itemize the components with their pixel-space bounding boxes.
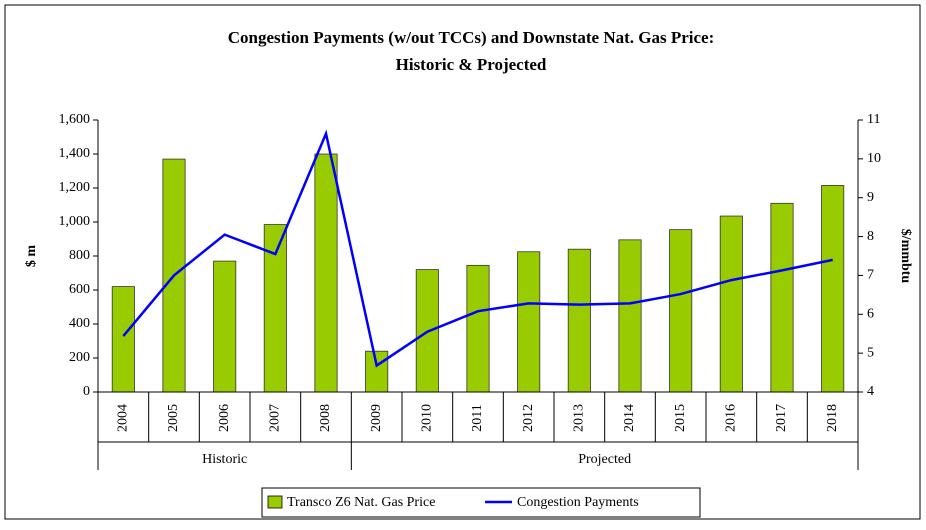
bar (567, 248, 591, 393)
y2-tick-label: 6 (867, 307, 874, 322)
chart-subtitle: Historic & Projected (396, 55, 547, 74)
x-tick-label: 2007 (268, 404, 283, 432)
bar (821, 185, 845, 393)
y-tick-label: 200 (69, 350, 90, 365)
x-tick-label: 2018 (825, 404, 840, 432)
y-tick-label: 800 (69, 248, 90, 263)
y2-tick-label: 8 (867, 229, 874, 244)
legend-label: Congestion Payments (517, 495, 639, 510)
y-tick-label: 1,600 (59, 112, 91, 127)
x-tick-label: 2016 (724, 404, 739, 432)
y2-tick-label: 5 (867, 345, 874, 360)
x-tick-label: 2011 (470, 404, 485, 431)
bar (111, 286, 135, 393)
group-label: Historic (202, 452, 247, 467)
y-axis-title: $ m (24, 245, 39, 268)
bar (365, 350, 389, 393)
group-label: Projected (578, 452, 631, 467)
y-tick-label: 400 (69, 316, 90, 331)
x-tick-label: 2017 (774, 404, 789, 432)
bar (669, 229, 693, 393)
line (122, 129, 833, 368)
y2-tick-label: 11 (867, 112, 880, 127)
bar (770, 202, 794, 393)
x-tick-label: 2005 (166, 404, 181, 432)
bar (213, 260, 237, 393)
x-tick-label: 2009 (369, 404, 384, 432)
y2-tick-label: 4 (867, 384, 874, 399)
y-tick-label: 1,200 (59, 180, 91, 195)
bar (263, 224, 287, 393)
y-tick-label: 1,000 (59, 214, 91, 229)
bar (517, 251, 541, 393)
y2-tick-label: 10 (867, 151, 881, 166)
bar (466, 264, 490, 393)
x-tick-label: 2015 (673, 404, 688, 432)
legend-label: Transco Z6 Nat. Gas Price (287, 495, 435, 510)
x-tick-label: 2008 (318, 404, 333, 432)
y2-tick-label: 7 (867, 268, 874, 283)
legend: Transco Z6 Nat. Gas Price Congestion Pay… (261, 487, 701, 518)
bar (618, 239, 642, 393)
legend-box (261, 487, 701, 518)
y-tick-label: 600 (69, 282, 90, 297)
bar (719, 215, 743, 393)
x-tick-label: 2006 (217, 404, 232, 432)
chart-title: Congestion Payments (w/out TCCs) and Dow… (228, 28, 715, 47)
y-tick-label: 0 (83, 384, 90, 399)
x-tick-label: 2013 (572, 404, 587, 432)
x-tick-label: 2014 (622, 404, 637, 432)
x-tick-label: 2012 (521, 404, 536, 432)
y-tick-label: 1,400 (59, 146, 91, 161)
y2-axis-title: $/mmbtu (898, 229, 913, 284)
x-tick-label: 2004 (116, 404, 131, 432)
x-tick-label: 2010 (420, 404, 435, 432)
bar (314, 153, 338, 393)
y2-tick-label: 9 (867, 190, 874, 205)
chart-border (4, 4, 921, 520)
legend-swatch (267, 495, 283, 509)
